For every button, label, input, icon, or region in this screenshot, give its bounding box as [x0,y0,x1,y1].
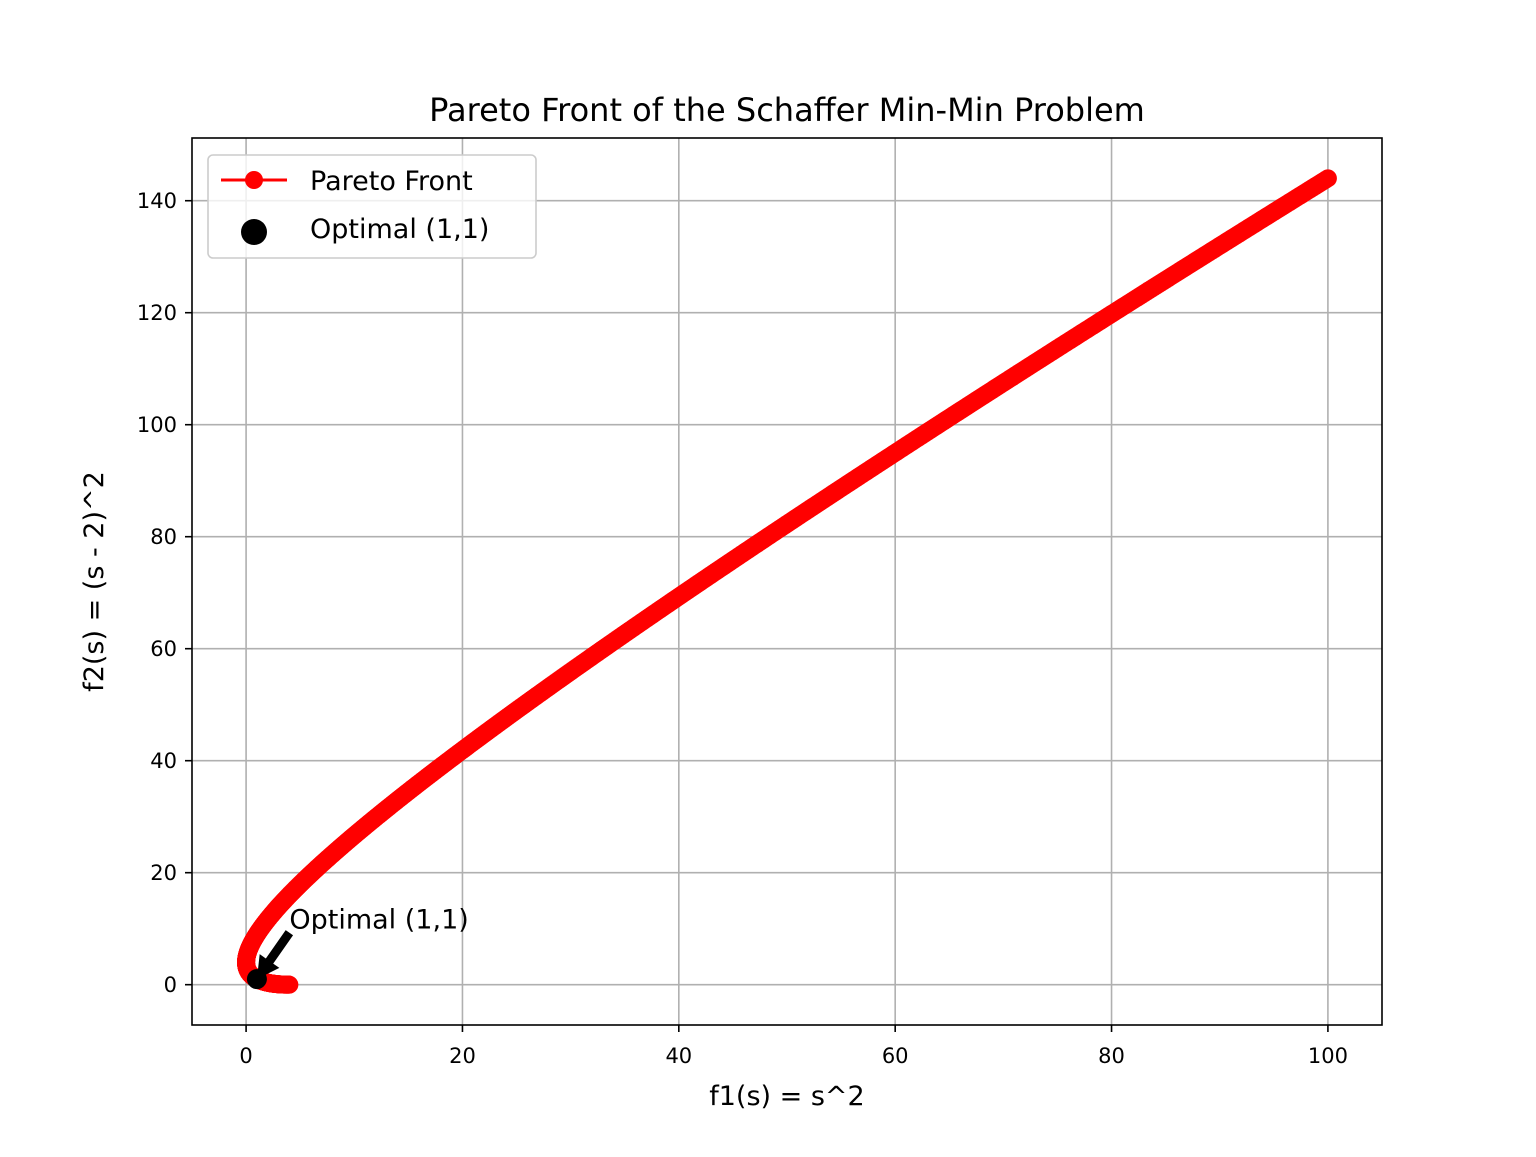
x-tick-label: 100 [1308,1044,1348,1068]
legend-label: Pareto Front [310,166,473,197]
y-tick-label: 40 [150,749,177,773]
annotation-arrow [256,930,294,980]
y-tick-label: 60 [150,637,177,661]
x-axis-label: f1(s) = s^2 [709,1081,864,1112]
legend-label: Optimal (1,1) [310,214,489,245]
legend-marker-swatch [245,171,263,189]
y-tick-label: 120 [137,301,177,325]
y-tick-label: 100 [137,413,177,437]
y-tick-label: 140 [137,189,177,213]
x-tick-label: 40 [665,1044,692,1068]
annotation-layer: Optimal (1,1) [256,905,469,980]
y-axis-label: f2(s) = (s - 2)^2 [79,471,110,692]
y-tick-label: 20 [150,861,177,885]
legend-marker-swatch [241,219,267,245]
legend: Pareto Front Optimal (1,1) [207,154,537,259]
grid-lines [192,138,1382,1025]
x-tick-label: 60 [882,1044,909,1068]
pareto-point [280,975,299,994]
x-tick-label: 0 [239,1044,252,1068]
x-tick-label: 80 [1098,1044,1125,1068]
annotation-label: Optimal (1,1) [289,905,468,936]
legend-box [207,154,537,259]
y-tick-label: 0 [164,973,177,997]
x-tick-label: 20 [449,1044,476,1068]
chart-title: Pareto Front of the Schaffer Min-Min Pro… [429,91,1145,129]
tick-layer: 0 20 40 60 80 100 0 20 40 60 80 100 120 140 [137,189,1348,1068]
axes-frame [191,137,1383,1026]
plot-area [237,169,1337,994]
y-tick-label: 80 [150,525,177,549]
